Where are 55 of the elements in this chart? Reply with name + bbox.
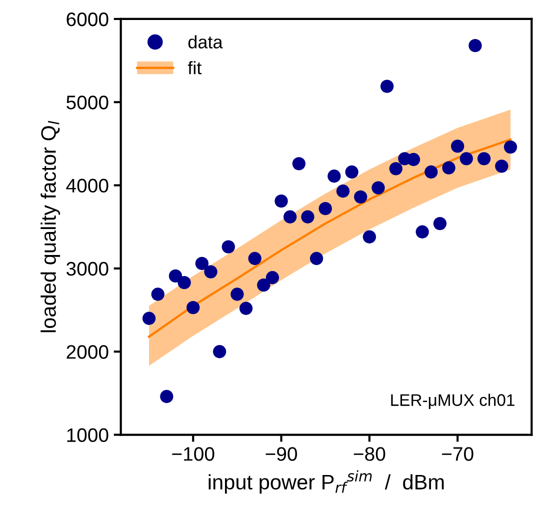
point <box>178 276 191 290</box>
x-tick-label: −80 <box>354 447 386 461</box>
point <box>328 170 341 183</box>
x-tick-label: −70 <box>442 447 474 461</box>
point <box>318 202 332 216</box>
y-tick-label: 3000 <box>66 262 108 276</box>
point <box>310 252 324 266</box>
point <box>372 181 385 194</box>
point <box>239 302 253 315</box>
point <box>168 269 182 283</box>
point <box>424 165 438 179</box>
point <box>142 312 156 325</box>
x-axis-title: input power P$_{rf}$$^{sim}$ / dBm <box>208 470 444 494</box>
point <box>362 230 376 244</box>
point <box>248 252 262 266</box>
point <box>283 210 297 224</box>
point <box>345 165 358 179</box>
point <box>477 152 491 166</box>
point <box>195 256 209 270</box>
point <box>433 216 447 230</box>
point <box>504 140 518 154</box>
y-tick-label: 6000 <box>66 12 108 26</box>
point <box>460 152 473 166</box>
legend-label: fit <box>188 61 202 74</box>
y-tick-label: 5000 <box>66 96 108 110</box>
y-tick-label: 1000 <box>67 428 108 442</box>
point <box>274 194 288 208</box>
x-tick-label: −100 <box>172 447 214 461</box>
point <box>380 80 394 93</box>
point <box>354 190 368 204</box>
point <box>468 38 482 52</box>
point <box>336 184 350 198</box>
point <box>204 265 218 278</box>
point <box>495 160 508 173</box>
y-tick-label: 2000 <box>66 345 108 359</box>
point <box>406 152 420 166</box>
annotation: LER-μMUX ch01 <box>391 394 514 410</box>
point <box>416 225 429 238</box>
point <box>257 278 270 292</box>
point <box>389 162 402 176</box>
point <box>450 140 464 153</box>
point <box>151 288 164 301</box>
y-tick-label: 4000 <box>66 178 108 193</box>
point <box>222 240 235 254</box>
point <box>292 157 306 170</box>
point <box>160 390 174 404</box>
legend-label: data <box>188 35 223 48</box>
point <box>186 300 200 314</box>
point <box>230 288 244 301</box>
point <box>301 210 314 224</box>
point <box>266 271 280 284</box>
point <box>212 345 226 358</box>
point <box>442 161 456 174</box>
y-axis-title: loaded quality factor Q$_{l}$ <box>40 120 60 332</box>
x-tick-label: −90 <box>266 447 297 461</box>
